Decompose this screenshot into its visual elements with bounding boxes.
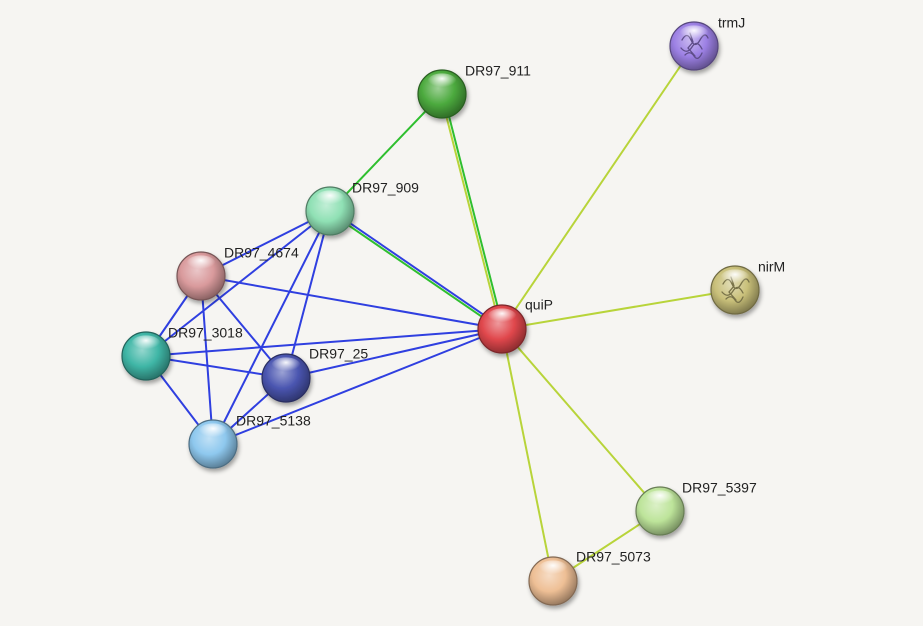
node-nirm[interactable]: nirM: [710, 259, 785, 315]
node-highlight: [131, 335, 161, 353]
node-dr97-909[interactable]: DR97_909: [305, 180, 419, 236]
node-highlight: [720, 269, 750, 287]
edge-dr97-909-quip[interactable]: [328, 211, 503, 332]
edge-nirm-quip[interactable]: [501, 289, 736, 330]
edge-trmj-quip[interactable]: [501, 45, 695, 330]
node-dr97-5397[interactable]: DR97_5397: [635, 480, 757, 536]
node-highlight: [186, 255, 216, 273]
edge-dr97-911-quip[interactable]: [442, 92, 505, 330]
node-highlight: [679, 25, 709, 43]
node-label: nirM: [758, 259, 785, 275]
node-dr97-3018[interactable]: DR97_3018: [121, 325, 243, 381]
edge-dr97-3018-quip[interactable]: [145, 328, 503, 357]
node-label: quiP: [525, 297, 553, 313]
edge-dr97-909-quip[interactable]: [329, 208, 504, 329]
node-label: DR97_5073: [576, 549, 651, 565]
edge-dr97-4674-quip[interactable]: [200, 275, 503, 330]
edge-dr97-909-dr97-5138[interactable]: [212, 210, 331, 445]
edge-dr97-5397-quip[interactable]: [501, 328, 661, 512]
node-label: DR97_911: [465, 63, 531, 79]
node-dr97-911[interactable]: DR97_911: [417, 63, 531, 119]
edge-dr97-909-dr97-911[interactable]: [329, 93, 443, 212]
node-highlight: [315, 190, 345, 208]
node-dr97-5073[interactable]: DR97_5073: [528, 549, 651, 606]
node-dr97-4674[interactable]: DR97_4674: [176, 245, 299, 301]
node-label: DR97_4674: [224, 245, 299, 261]
node-highlight: [198, 423, 228, 441]
protein-structure-icon: [721, 276, 750, 304]
node-dr97-25[interactable]: DR97_25: [261, 346, 368, 403]
node-label: trmJ: [718, 15, 745, 31]
node-label: DR97_5138: [236, 413, 311, 429]
protein-structure-icon: [680, 32, 709, 60]
edge-dr97-3018-dr97-909[interactable]: [145, 210, 331, 357]
nodes-layer: quiP DR97_911 DR97_909 DR97_4674 DR97_3018 DR…: [121, 15, 785, 606]
node-trmj[interactable]: trmJ: [669, 15, 745, 71]
node-highlight: [271, 357, 301, 375]
node-quip[interactable]: quiP: [477, 297, 553, 354]
node-highlight: [427, 73, 457, 91]
node-label: DR97_25: [309, 346, 368, 362]
node-highlight: [487, 308, 517, 326]
node-label: DR97_5397: [682, 480, 757, 496]
edge-dr97-911-quip[interactable]: [439, 93, 502, 331]
edge-dr97-4674-dr97-5138[interactable]: [200, 275, 214, 445]
edge-dr97-5138-quip[interactable]: [212, 328, 503, 445]
node-label: DR97_3018: [168, 325, 243, 341]
edge-dr97-909-dr97-25[interactable]: [285, 210, 331, 379]
node-highlight: [645, 490, 675, 508]
edge-dr97-25-quip[interactable]: [285, 328, 503, 379]
node-label: DR97_909: [352, 180, 419, 196]
edge-dr97-5073-quip[interactable]: [501, 328, 554, 582]
node-dr97-5138[interactable]: DR97_5138: [188, 413, 311, 469]
node-highlight: [538, 560, 568, 578]
edges-layer: [145, 45, 736, 582]
